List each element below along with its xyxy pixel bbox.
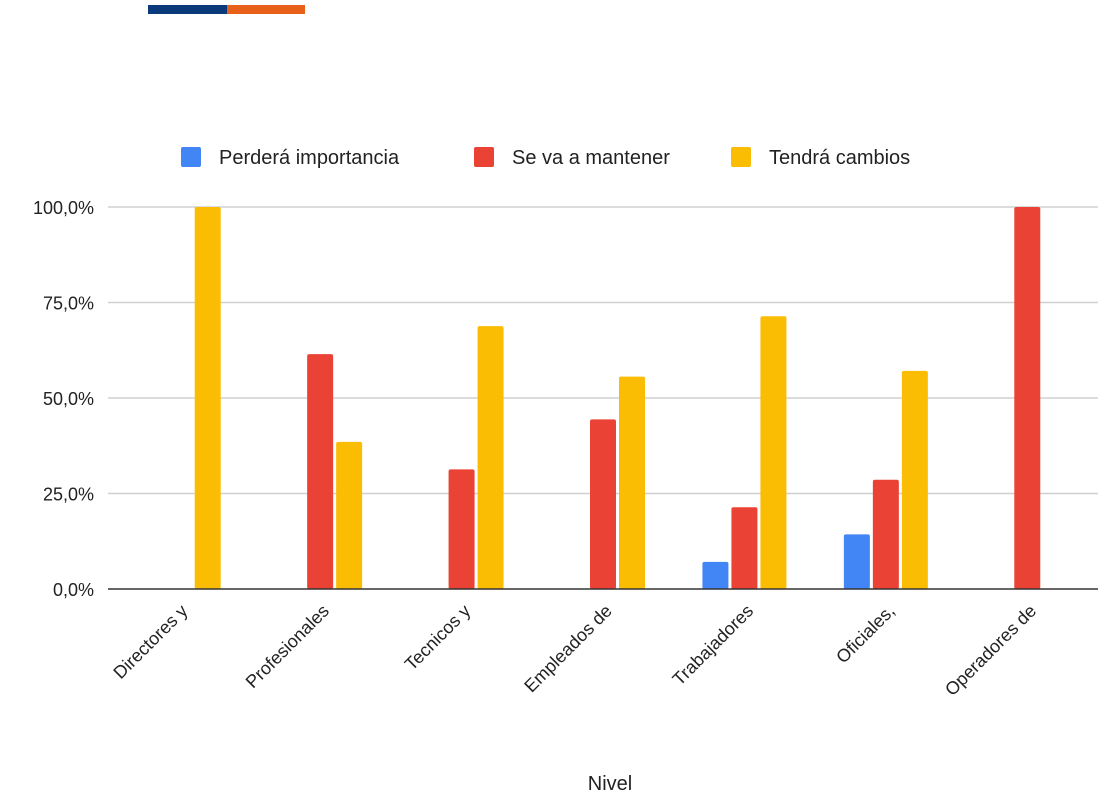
brand-bar-blue bbox=[148, 5, 227, 14]
y-tick-label: 75,0% bbox=[43, 294, 94, 314]
x-axis-ticks: Directores y Profesionales Tecnicos y Emple… bbox=[109, 601, 1040, 700]
bar bbox=[702, 561, 729, 589]
x-tick-label: Directores y bbox=[109, 601, 191, 683]
x-tick-label: Operadores de bbox=[941, 601, 1040, 700]
bar bbox=[336, 441, 363, 589]
x-axis-title: Nivel bbox=[588, 773, 632, 795]
bar bbox=[477, 326, 504, 589]
legend-swatch bbox=[474, 147, 494, 167]
legend-swatch bbox=[181, 147, 201, 167]
bar bbox=[448, 469, 475, 589]
y-tick-label: 0,0% bbox=[53, 580, 94, 600]
legend-label: Perderá importancia bbox=[219, 147, 400, 169]
y-tick-label: 100,0% bbox=[33, 198, 94, 218]
chart-legend: Perderá importancia Se va a mantener Tendr… bbox=[181, 147, 910, 169]
y-tick-label: 50,0% bbox=[43, 389, 94, 409]
bar bbox=[901, 370, 928, 589]
bar bbox=[872, 479, 899, 589]
x-tick-label: Profesionales bbox=[242, 601, 333, 692]
legend-label: Tendrá cambios bbox=[769, 147, 910, 169]
chart-bars bbox=[194, 207, 1041, 589]
bar bbox=[619, 376, 645, 589]
y-tick-label: 25,0% bbox=[43, 485, 94, 505]
bar bbox=[590, 419, 616, 589]
x-tick-label: Trabajadores bbox=[669, 601, 758, 690]
bar bbox=[843, 534, 870, 589]
y-axis-ticks: 0,0% 25,0% 50,0% 75,0% 100,0% bbox=[33, 198, 94, 600]
bar bbox=[760, 316, 787, 589]
legend-swatch bbox=[731, 147, 751, 167]
bar bbox=[307, 354, 334, 589]
brand-bar-orange bbox=[227, 5, 305, 14]
bar bbox=[194, 207, 221, 589]
bar bbox=[731, 507, 758, 589]
x-tick-label: Oficiales, bbox=[832, 601, 898, 667]
x-tick-label: Empleados de bbox=[520, 601, 616, 697]
bar bbox=[1014, 207, 1041, 589]
x-tick-label: Tecnicos y bbox=[401, 601, 475, 675]
legend-label: Se va a mantener bbox=[512, 147, 670, 169]
